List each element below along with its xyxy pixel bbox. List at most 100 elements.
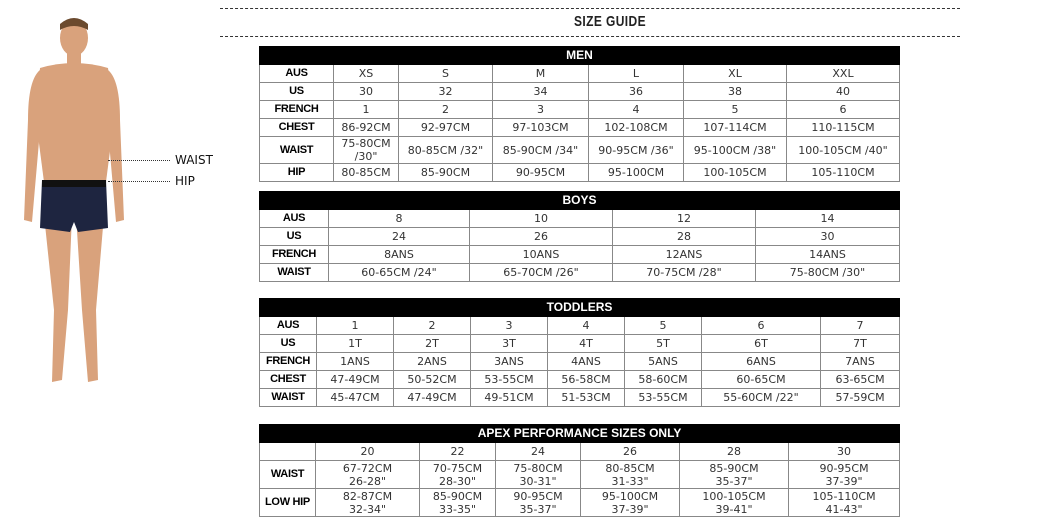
men-table-title: MEN xyxy=(259,46,900,65)
table-cell: 4T xyxy=(547,334,625,353)
title-divider xyxy=(220,36,960,37)
hip-label: HIP xyxy=(175,174,195,188)
table-cell: 4ANS xyxy=(547,352,625,371)
table-cell: 90-95CM 35-37" xyxy=(495,488,581,517)
table-cell: 6 xyxy=(786,100,900,119)
row-label: CHEST xyxy=(259,370,317,389)
table-cell: 50-52CM xyxy=(393,370,471,389)
table-cell: 26 xyxy=(580,442,680,461)
table-cell: 2 xyxy=(393,316,471,335)
table-cell: 55-60CM /22" xyxy=(701,388,821,407)
table-cell: 7 xyxy=(819,316,901,335)
row-label: AUS xyxy=(259,64,334,83)
table-cell: 80-85CM 31-33" xyxy=(580,460,680,489)
row-label: WAIST xyxy=(259,263,329,282)
table-cell: 26 xyxy=(469,227,613,246)
table-row: HIP 80-85CM 85-90CM 90-95CM 95-100CM 100-105C… xyxy=(259,163,900,182)
table-row: WAIST 45-47CM 47-49CM 49-51CM 51-53CM 53-55CM… xyxy=(259,388,901,407)
table-cell: 30 xyxy=(787,442,901,461)
table-cell: 6ANS xyxy=(701,352,821,371)
table-cell: 85-90CM xyxy=(398,163,493,182)
table-cell: 85-90CM 35-37" xyxy=(679,460,789,489)
table-row: CHEST 47-49CM 50-52CM 53-55CM 56-58CM 58-60CM… xyxy=(259,370,901,389)
table-row: US 30 32 34 36 38 40 xyxy=(259,82,900,101)
table-cell: 24 xyxy=(495,442,581,461)
table-cell: 10 xyxy=(469,209,613,228)
row-label: FRENCH xyxy=(259,100,334,119)
table-cell: 14ANS xyxy=(754,245,901,264)
top-divider xyxy=(220,8,960,9)
table-cell: 85-90CM /34" xyxy=(492,136,589,164)
table-cell: 1 xyxy=(333,100,399,119)
table-cell: 2 xyxy=(398,100,493,119)
table-cell: 107-114CM xyxy=(683,118,787,137)
table-cell: 6 xyxy=(701,316,821,335)
table-cell: 10ANS xyxy=(469,245,613,264)
table-cell: 75-80CM /30" xyxy=(333,136,399,164)
table-cell: 8ANS xyxy=(328,245,470,264)
table-cell: 58-60CM xyxy=(624,370,702,389)
row-label: FRENCH xyxy=(259,352,317,371)
table-cell: M xyxy=(492,64,589,83)
table-cell: 105-110CM 41-43" xyxy=(787,488,901,517)
table-cell: 90-95CM 37-39" xyxy=(787,460,901,489)
table-cell: 3 xyxy=(470,316,548,335)
table-cell: S xyxy=(398,64,493,83)
table-cell: 80-85CM xyxy=(333,163,399,182)
table-cell: 3ANS xyxy=(470,352,548,371)
table-cell: 14 xyxy=(754,209,901,228)
table-cell: 12 xyxy=(612,209,756,228)
table-cell: 82-87CM 32-34" xyxy=(315,488,420,517)
table-cell: 47-49CM xyxy=(316,370,394,389)
table-cell: 40 xyxy=(786,82,900,101)
table-cell: 70-75CM 28-30" xyxy=(419,460,496,489)
table-cell: 28 xyxy=(679,442,789,461)
table-cell: 6T xyxy=(701,334,821,353)
table-cell: 28 xyxy=(612,227,756,246)
table-cell: 7T xyxy=(819,334,901,353)
table-cell: 2T xyxy=(393,334,471,353)
table-cell: 60-65CM /24" xyxy=(328,263,470,282)
table-cell: 5ANS xyxy=(624,352,702,371)
row-label: WAIST xyxy=(259,136,334,164)
boys-size-table: BOYS AUS 8 10 12 14 US 24 26 28 30 FRENCH 8ANS 10ANS 1… xyxy=(258,191,901,282)
row-label: WAIST xyxy=(259,460,316,489)
table-row: LOW HIP 82-87CM 32-34" 85-90CM 33-35" 90-95… xyxy=(259,488,901,517)
table-cell: 20 xyxy=(315,442,420,461)
row-label: WAIST xyxy=(259,388,317,407)
table-row: AUS XS S M L XL XXL xyxy=(259,64,900,83)
table-cell: 5T xyxy=(624,334,702,353)
table-cell: 53-55CM xyxy=(624,388,702,407)
table-cell: 85-90CM 33-35" xyxy=(419,488,496,517)
table-cell: 67-72CM 26-28" xyxy=(315,460,420,489)
table-cell: 86-92CM xyxy=(333,118,399,137)
table-row: WAIST 75-80CM /30" 80-85CM /32" 85-90CM /34… xyxy=(259,136,900,164)
table-cell: 97-103CM xyxy=(492,118,589,137)
row-label: AUS xyxy=(259,209,329,228)
row-label: US xyxy=(259,334,317,353)
table-row: WAIST 67-72CM 26-28" 70-75CM 28-30" 75-80CM… xyxy=(259,460,901,489)
table-cell: 22 xyxy=(419,442,496,461)
table-row: FRENCH 1 2 3 4 5 6 xyxy=(259,100,900,119)
table-cell: 7ANS xyxy=(819,352,901,371)
row-label: FRENCH xyxy=(259,245,329,264)
toddlers-size-table: TODDLERS AUS 1 2 3 4 5 6 7 US 1T 2T 3T 4T 5T 6T 7T FRENCH… xyxy=(258,298,901,407)
table-row: CHEST 86-92CM 92-97CM 97-103CM 102-108CM 107-… xyxy=(259,118,900,137)
table-row: AUS 1 2 3 4 5 6 7 xyxy=(259,316,901,335)
table-row: FRENCH 1ANS 2ANS 3ANS 4ANS 5ANS 6ANS 7ANS xyxy=(259,352,901,371)
table-cell: 38 xyxy=(683,82,787,101)
table-cell: 90-95CM xyxy=(492,163,589,182)
table-cell: 57-59CM xyxy=(819,388,901,407)
table-row: WAIST 60-65CM /24" 65-70CM /26" 70-75CM /28… xyxy=(259,263,901,282)
table-cell: 1 xyxy=(316,316,394,335)
apex-table-title: APEX PERFORMANCE SIZES ONLY xyxy=(258,424,901,443)
table-cell: 53-55CM xyxy=(470,370,548,389)
table-row: FRENCH 8ANS 10ANS 12ANS 14ANS xyxy=(259,245,901,264)
table-row: US 1T 2T 3T 4T 5T 6T 7T xyxy=(259,334,901,353)
table-cell: 45-47CM xyxy=(316,388,394,407)
table-cell: 49-51CM xyxy=(470,388,548,407)
toddlers-table-title: TODDLERS xyxy=(258,298,901,317)
table-cell: 100-105CM 39-41" xyxy=(679,488,789,517)
table-cell: 36 xyxy=(588,82,684,101)
row-label: LOW HIP xyxy=(259,488,316,517)
